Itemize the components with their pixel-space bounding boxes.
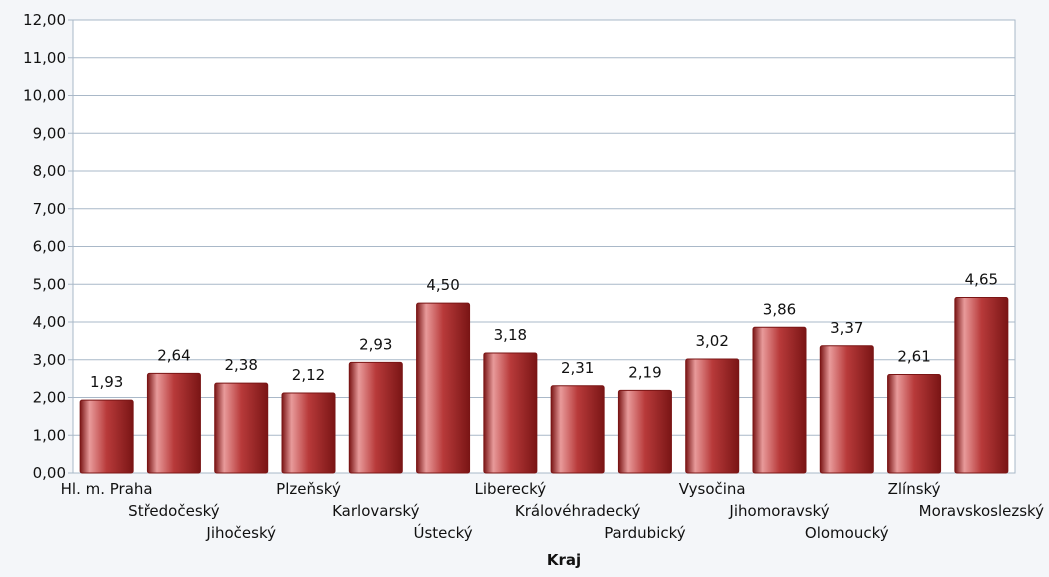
data-label: 3,18 (494, 326, 527, 344)
x-tick-label: Plzeňský (276, 480, 341, 498)
data-label: 2,38 (225, 356, 258, 374)
data-label: 4,65 (965, 270, 998, 288)
x-tick-label: Liberecký (475, 480, 547, 498)
x-axis-title: Kraj (547, 551, 581, 569)
y-tick-label: 7,00 (33, 200, 66, 218)
data-label: 2,64 (157, 346, 190, 364)
bar (483, 352, 538, 474)
y-tick-label: 1,00 (33, 426, 66, 444)
x-tick-label: Olomoucký (805, 524, 889, 542)
bar (416, 302, 471, 474)
y-tick-label: 3,00 (33, 351, 66, 369)
x-tick-label: Jihomoravský (728, 502, 829, 520)
x-tick-label: Moravskoslezský (919, 502, 1045, 520)
y-tick-label: 5,00 (33, 275, 66, 293)
x-tick-label: Jihočeský (205, 524, 276, 542)
data-label: 3,86 (763, 300, 796, 318)
bar (348, 361, 403, 474)
x-tick-label: Zlínský (888, 480, 941, 498)
bar (214, 382, 269, 474)
bar (685, 358, 740, 474)
y-tick-label: 9,00 (33, 124, 66, 142)
y-tick-label: 2,00 (33, 389, 66, 407)
x-tick-label: Ústecký (413, 523, 472, 542)
x-tick-label: Středočeský (128, 502, 220, 520)
bar (752, 326, 807, 474)
data-label: 2,31 (561, 359, 594, 377)
x-tick-label: Královéhradecký (515, 502, 641, 520)
y-tick-label: 0,00 (33, 464, 66, 482)
data-label: 2,61 (897, 347, 930, 365)
bar (146, 372, 201, 474)
y-tick-label: 6,00 (33, 238, 66, 256)
bar (550, 385, 605, 474)
bars (79, 296, 1009, 474)
y-tick-label: 12,00 (23, 11, 66, 29)
x-tick-label: Pardubický (604, 524, 686, 542)
data-label: 3,02 (696, 332, 729, 350)
y-tick-label: 10,00 (23, 87, 66, 105)
data-label: 2,19 (628, 363, 661, 381)
x-tick-label: Hl. m. Praha (61, 480, 153, 498)
bar (617, 389, 672, 474)
y-axis-ticks: 0,00 1,00 2,00 3,00 4,00 5,00 6,00 7,00 8,00 9,00… (23, 11, 73, 482)
data-label: 1,93 (90, 373, 123, 391)
x-axis-ticks: Hl. m. Praha Středočeský Jihočeský Plzeňský… (61, 480, 1045, 542)
y-tick-label: 4,00 (33, 313, 66, 331)
bar (281, 392, 336, 474)
x-tick-label: Karlovarský (332, 502, 419, 520)
bar (887, 373, 942, 474)
bar (954, 296, 1009, 474)
y-tick-label: 11,00 (23, 49, 66, 67)
data-label: 2,93 (359, 335, 392, 353)
data-labels: 1,93 2,64 2,38 2,12 2,93 4,50 3,18 2,31 2,19 3,02… (90, 270, 998, 391)
bar (79, 399, 134, 474)
bar (819, 345, 874, 474)
data-label: 2,12 (292, 366, 325, 384)
y-tick-label: 8,00 (33, 162, 66, 180)
x-tick-label: Vysočina (679, 480, 746, 498)
data-label: 4,50 (426, 276, 459, 294)
data-label: 3,37 (830, 319, 863, 337)
